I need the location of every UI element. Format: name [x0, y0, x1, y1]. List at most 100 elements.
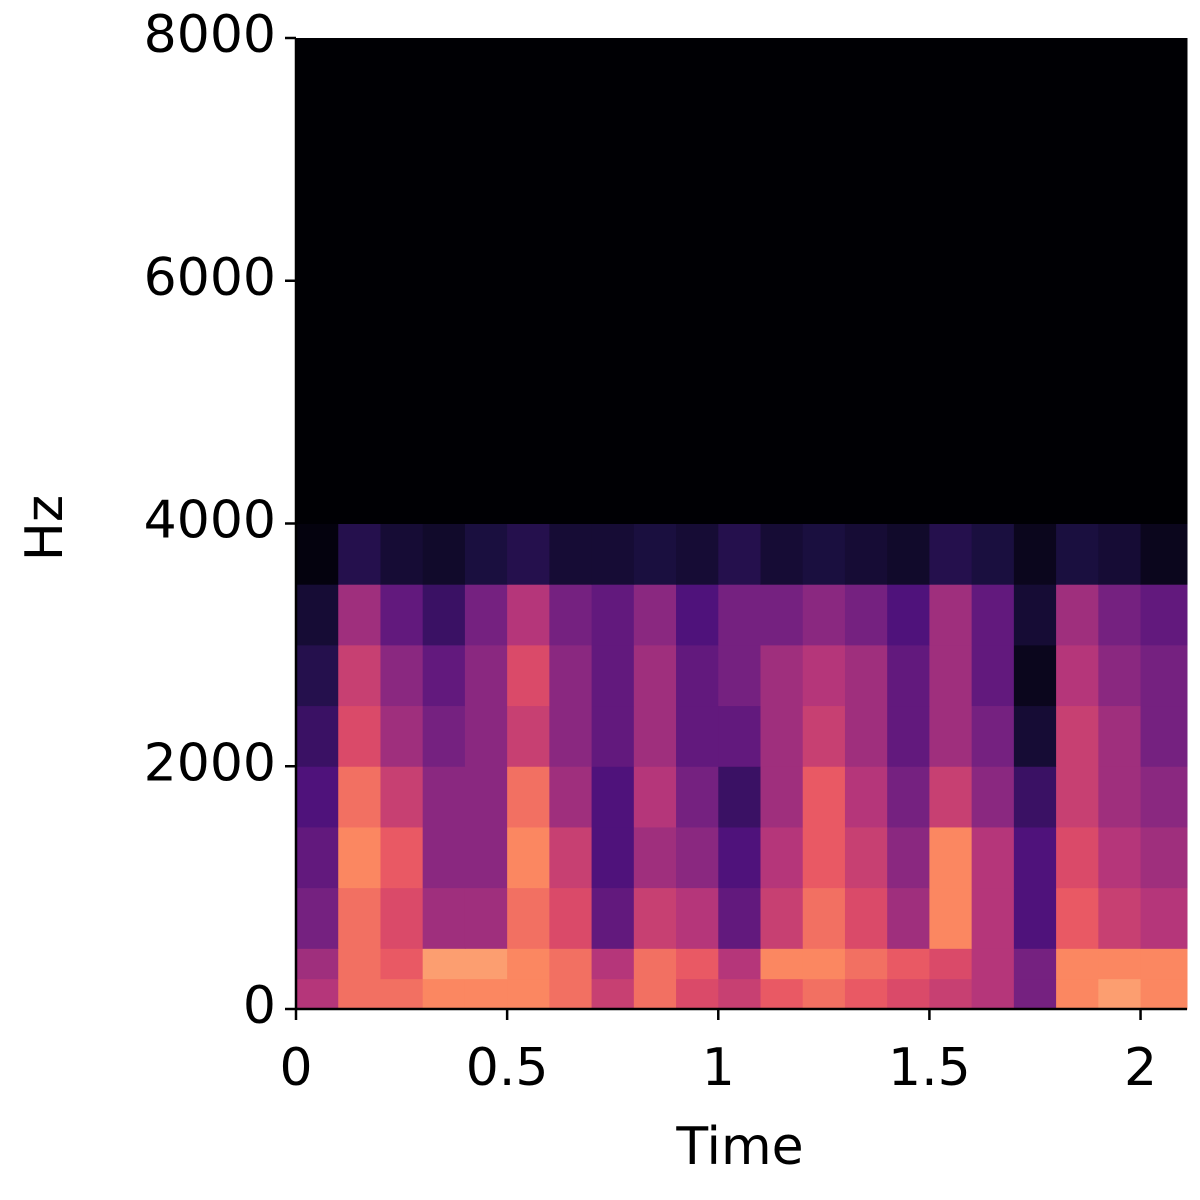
heatmap-cell	[971, 644, 1015, 707]
heatmap-cell	[1098, 766, 1142, 828]
heatmap-cell	[1098, 887, 1142, 949]
heatmap-cell	[802, 523, 846, 585]
heatmap-cell	[676, 826, 719, 889]
heatmap-cell	[549, 38, 593, 524]
heatmap-cell	[296, 584, 339, 646]
heatmap-cell	[591, 978, 635, 1010]
x-tick-label: 0.5	[466, 1038, 549, 1098]
heatmap-cell	[1140, 766, 1188, 828]
heatmap-cell	[1098, 978, 1142, 1010]
heatmap-cell	[549, 705, 593, 767]
heatmap-cell	[549, 766, 593, 828]
heatmap-cell	[338, 766, 381, 828]
heatmap-cell	[507, 948, 550, 980]
heatmap-cell	[338, 887, 381, 949]
heatmap-cell	[507, 826, 550, 889]
heatmap-cell	[296, 948, 339, 980]
heatmap-cell	[929, 766, 973, 828]
heatmap-cell	[887, 978, 930, 1010]
heatmap-cell	[338, 826, 381, 889]
heatmap-cell	[760, 887, 804, 949]
heatmap-cell	[1098, 584, 1142, 646]
heatmap-cell	[296, 978, 339, 1010]
heatmap-cell	[296, 38, 339, 524]
heatmap-cell	[1140, 887, 1188, 949]
heatmap-cell	[760, 644, 804, 707]
heatmap-cell	[1013, 948, 1057, 980]
heatmap-cell	[971, 766, 1015, 828]
heatmap-cell	[1140, 584, 1188, 646]
heatmap-cell	[971, 705, 1015, 767]
heatmap-cell	[549, 523, 593, 585]
heatmap-cell	[549, 978, 593, 1010]
heatmap-cell	[1098, 705, 1142, 767]
heatmap-cell	[338, 705, 381, 767]
heatmap-cell	[676, 584, 719, 646]
heatmap-cell	[1013, 644, 1057, 707]
heatmap	[296, 38, 1188, 1010]
heatmap-cell	[887, 705, 930, 767]
heatmap-cell	[929, 523, 973, 585]
x-tick-label: 1.5	[888, 1038, 971, 1098]
heatmap-cell	[929, 644, 973, 707]
heatmap-cell	[802, 766, 846, 828]
heatmap-cell	[422, 887, 466, 949]
heatmap-cell	[1013, 705, 1057, 767]
heatmap-cell	[633, 38, 677, 524]
x-tick-label: 2	[1124, 1038, 1157, 1098]
heatmap-cell	[591, 644, 635, 707]
heatmap-cell	[802, 978, 846, 1010]
heatmap-cell	[380, 766, 424, 828]
heatmap-cell	[971, 38, 1015, 524]
heatmap-cell	[1098, 38, 1142, 524]
heatmap-cell	[591, 584, 635, 646]
heatmap-cell	[507, 584, 550, 646]
heatmap-cell	[422, 644, 466, 707]
heatmap-cell	[676, 38, 719, 524]
heatmap-cell	[507, 38, 550, 524]
heatmap-cell	[296, 705, 339, 767]
heatmap-cell	[549, 584, 593, 646]
heatmap-cell	[718, 584, 762, 646]
x-axis-label: Time	[675, 1117, 803, 1177]
heatmap-cell	[1056, 978, 1099, 1010]
heatmap-cell	[507, 766, 550, 828]
heatmap-cell	[844, 978, 888, 1010]
heatmap-cell	[718, 948, 762, 980]
heatmap-cell	[1140, 978, 1188, 1010]
heatmap-cell	[676, 705, 719, 767]
heatmap-cell	[422, 948, 466, 980]
heatmap-cell	[633, 978, 677, 1010]
heatmap-cell	[676, 948, 719, 980]
heatmap-cell	[887, 523, 930, 585]
heatmap-cell	[887, 644, 930, 707]
heatmap-cell	[971, 826, 1015, 889]
heatmap-cell	[1140, 826, 1188, 889]
heatmap-cell	[971, 887, 1015, 949]
heatmap-cell	[802, 705, 846, 767]
heatmap-cell	[380, 523, 424, 585]
heatmap-cell	[591, 766, 635, 828]
heatmap-cell	[633, 887, 677, 949]
heatmap-cell	[507, 644, 550, 707]
heatmap-cell	[338, 38, 381, 524]
heatmap-cell	[591, 523, 635, 585]
heatmap-cell	[464, 978, 508, 1010]
heatmap-cell	[929, 978, 973, 1010]
heatmap-cell	[380, 826, 424, 889]
heatmap-cell	[1013, 523, 1057, 585]
heatmap-cell	[380, 887, 424, 949]
heatmap-cell	[591, 887, 635, 949]
heatmap-cell	[1056, 948, 1099, 980]
heatmap-cell	[971, 948, 1015, 980]
heatmap-cell	[844, 766, 888, 828]
heatmap-cell	[887, 826, 930, 889]
heatmap-cell	[1013, 978, 1057, 1010]
heatmap-cell	[676, 523, 719, 585]
heatmap-cell	[718, 644, 762, 707]
heatmap-cell	[464, 644, 508, 707]
heatmap-cell	[887, 766, 930, 828]
heatmap-cell	[422, 978, 466, 1010]
heatmap-cell	[971, 584, 1015, 646]
heatmap-cell	[338, 978, 381, 1010]
